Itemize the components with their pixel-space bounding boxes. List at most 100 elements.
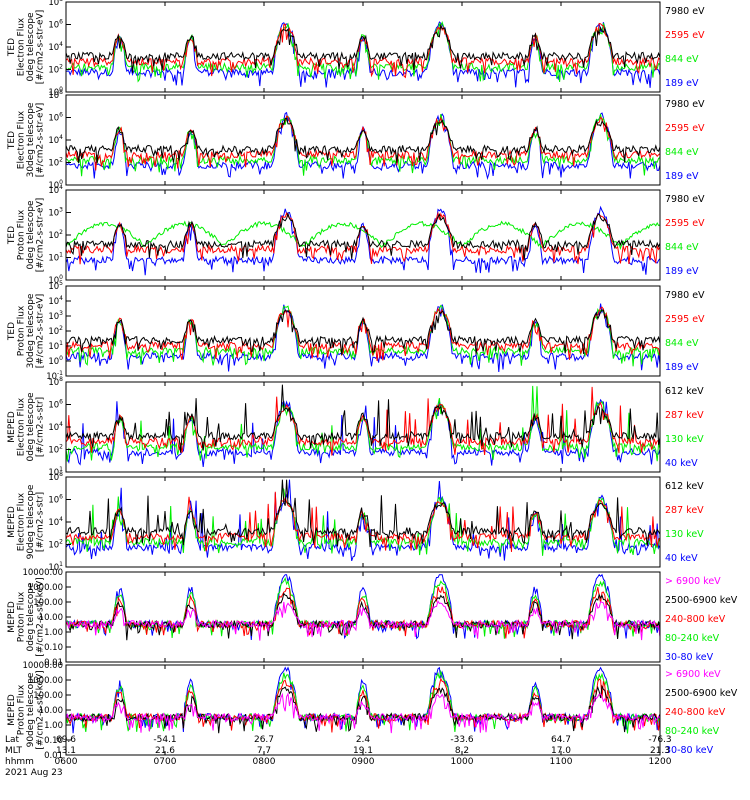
y-tick-label: 104 xyxy=(48,184,63,196)
series-line xyxy=(65,666,661,734)
y-tick-label: 100 xyxy=(48,355,63,367)
x-tick-label: 8.2 xyxy=(455,746,469,756)
legend-entry: 844 eV xyxy=(665,338,699,349)
y-tick-label: 102 xyxy=(48,64,63,76)
legend-entry: 240-800 keV xyxy=(665,614,726,625)
x-tick-label: 17.0 xyxy=(551,746,571,756)
series-line xyxy=(65,309,661,356)
y-tick-label: 102 xyxy=(48,325,63,337)
y-tick-label: 101 xyxy=(48,340,63,352)
series-line xyxy=(65,211,661,261)
y-tick-label: 106 xyxy=(48,399,63,411)
y-tick-label: 0.10 xyxy=(44,643,63,653)
legend-entry: 240-800 keV xyxy=(665,707,726,718)
y-tick-label: 105 xyxy=(48,280,63,292)
y-axis-label: TEDProton Flux30deg telescope[#/cm2-s-st… xyxy=(7,293,46,368)
series-line xyxy=(65,586,661,639)
panel-8: 0.01 0.10 1.00 10.00 100.00 1000.00 10000.00ME… xyxy=(7,661,738,761)
legend-entry: 844 eV xyxy=(665,147,699,158)
y-tick-label: 0.10 xyxy=(44,736,63,746)
axis-row-label-mlt: MLT xyxy=(5,746,23,756)
y-tick-label: 1000.00 xyxy=(28,583,63,593)
x-tick-label: -76.3 xyxy=(648,735,671,745)
y-tick-label: 106 xyxy=(48,112,63,124)
x-tick-label: 0800 xyxy=(253,757,276,767)
y-tick-label: 102 xyxy=(48,157,63,169)
legend-entry: 7980 eV xyxy=(665,99,705,110)
panel-7: 0.010.101.0010.00100.001000.0010000.00ME… xyxy=(7,568,738,668)
y-tick-label: 103 xyxy=(48,207,63,219)
series-line xyxy=(65,684,661,734)
y-tick-label: 108 xyxy=(48,376,63,388)
legend-entry: 40 keV xyxy=(665,458,698,469)
series-line xyxy=(65,220,661,251)
panel-frame xyxy=(65,1,661,93)
legend-entry: 287 keV xyxy=(665,505,704,516)
series-line xyxy=(65,303,661,372)
panel-frame xyxy=(65,189,661,281)
panel-frame xyxy=(65,94,661,186)
series-line xyxy=(65,479,661,562)
y-tick-label: 104 xyxy=(48,421,63,433)
y-axis-label: MEPEDProton Flux90deg telescope[#/cm2-s-… xyxy=(7,670,46,749)
legend-entry: 7980 eV xyxy=(665,6,705,17)
legend-entry: 287 keV xyxy=(665,410,704,421)
x-tick-label: -33.6 xyxy=(450,735,474,745)
panel-frame xyxy=(65,285,661,377)
series-line xyxy=(65,115,661,171)
y-tick-label: 104 xyxy=(48,134,63,146)
legend-entry: 612 keV xyxy=(665,481,704,492)
legend-entry: > 6900 keV xyxy=(665,576,721,587)
x-tick-label: 21.6 xyxy=(155,746,175,756)
y-tick-label: 10000.00 xyxy=(22,568,63,578)
y-axis-label: TEDElectron Flux30deg telescope[#/cm2-s-… xyxy=(7,102,46,177)
x-tick-label: 7.7 xyxy=(257,746,271,756)
x-tick-label: 64.7 xyxy=(551,735,571,745)
y-tick-label: 102 xyxy=(48,444,63,456)
x-tick-label: 69.6 xyxy=(56,735,76,745)
legend-entry: 612 keV xyxy=(665,386,704,397)
legend-entry: 30-80 keV xyxy=(665,652,714,663)
legend-entry: 40 keV xyxy=(665,553,698,564)
legend-entry: 2595 eV xyxy=(665,123,705,134)
legend-entry: 80-240 keV xyxy=(665,633,720,644)
x-tick-label: 0700 xyxy=(154,757,177,767)
series-line xyxy=(65,117,661,164)
series-line xyxy=(65,692,661,734)
axis-row-label-hhmm: hhmm xyxy=(5,757,34,767)
y-tick-label: 102 xyxy=(48,539,63,551)
x-tick-label: 1100 xyxy=(550,757,573,767)
y-tick-label: 104 xyxy=(48,41,63,53)
series-line xyxy=(65,491,661,552)
legend-entry: 2500-6900 keV xyxy=(665,595,738,606)
series-line xyxy=(65,205,661,276)
y-tick-label: 1.00 xyxy=(44,721,63,731)
y-tick-label: 10000.00 xyxy=(22,661,63,671)
x-tick-label: 1000 xyxy=(451,757,474,767)
x-tick-label: 19.1 xyxy=(353,746,373,756)
series-line xyxy=(65,599,661,641)
y-axis-label: TEDProton Flux0deg telescope[#/cm2-s-str… xyxy=(7,198,46,273)
y-tick-label: 104 xyxy=(48,516,63,528)
x-tick-label: 1200 xyxy=(649,757,672,767)
x-tick-label: -54.1 xyxy=(153,735,176,745)
legend-entry: 7980 eV xyxy=(665,194,705,205)
series-line xyxy=(65,22,661,79)
y-tick-label: 10.00 xyxy=(39,613,63,623)
series-line xyxy=(65,479,661,548)
y-axis-label: TEDElectron Flux0deg telescope[#/cm2-s-s… xyxy=(7,10,46,85)
y-tick-label: 0.01 xyxy=(44,751,63,761)
series-line xyxy=(65,592,661,641)
legend-entry: 189 eV xyxy=(665,171,699,182)
x-tick-label: 26.7 xyxy=(254,735,274,745)
legend-entry: 189 eV xyxy=(665,78,699,89)
panel-frame xyxy=(65,571,661,663)
legend-entry: 30-80 keV xyxy=(665,745,714,756)
x-tick-label: 0900 xyxy=(352,757,375,767)
date-label: 2021 Aug 23 xyxy=(5,768,63,778)
